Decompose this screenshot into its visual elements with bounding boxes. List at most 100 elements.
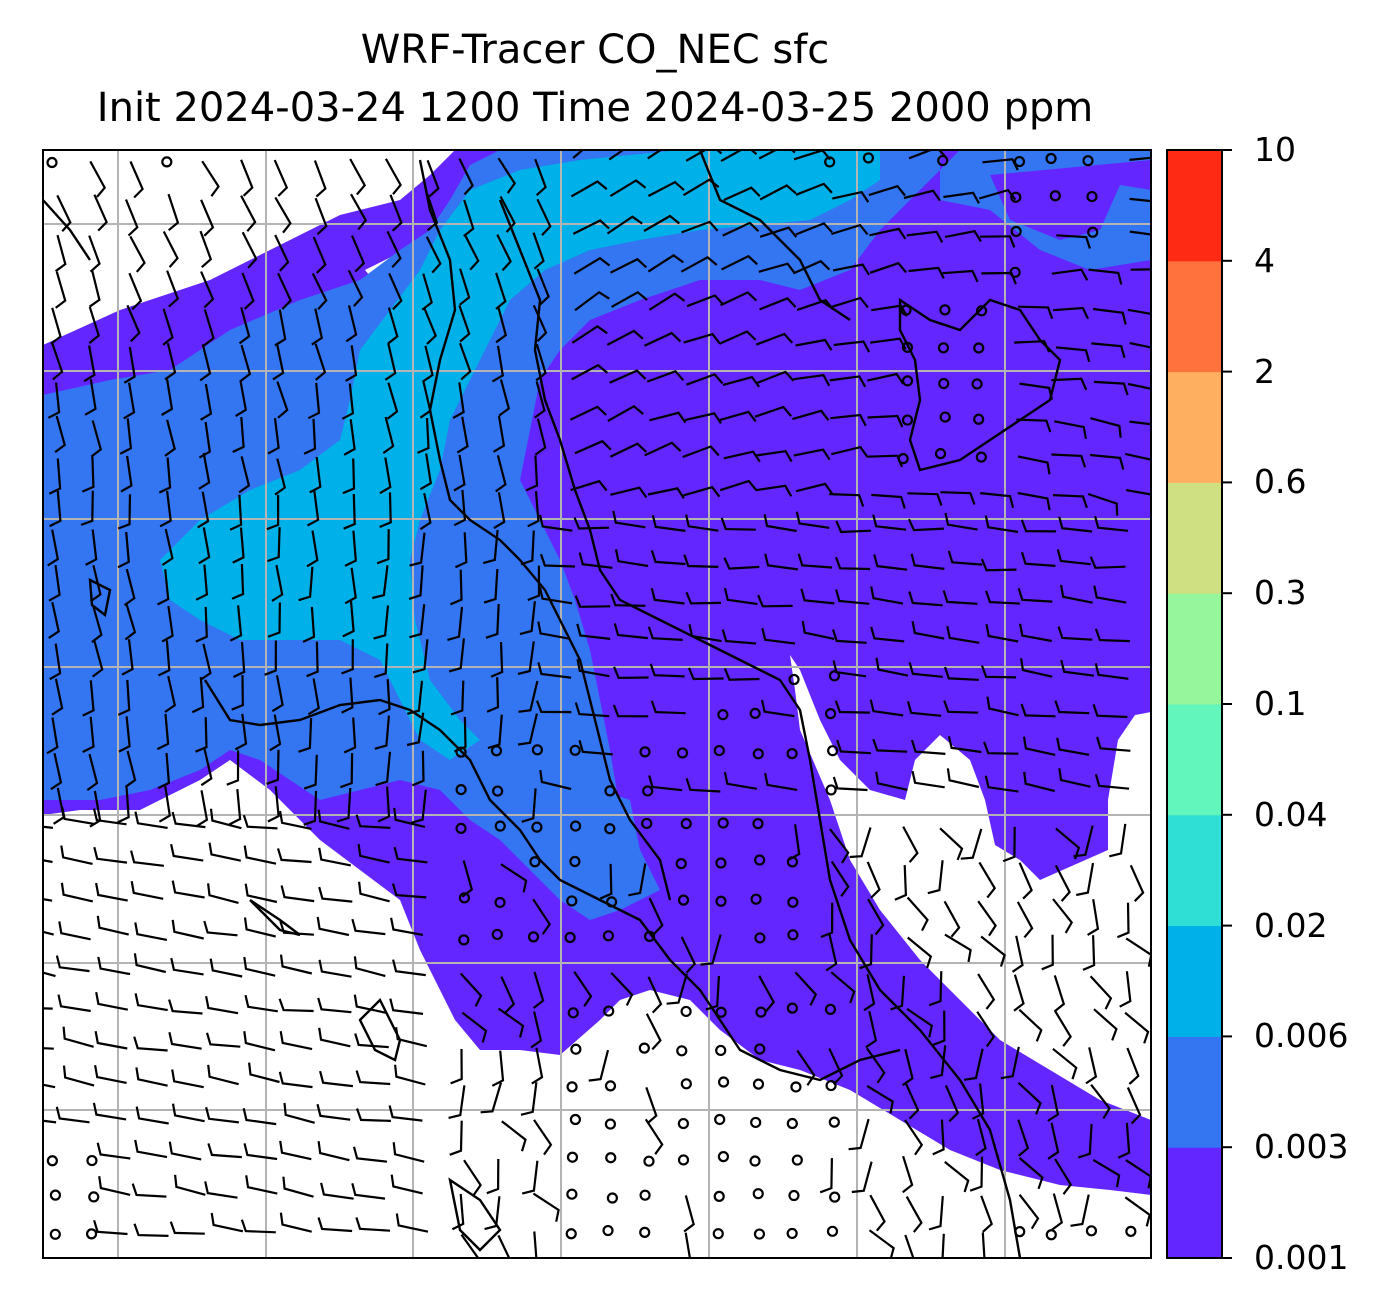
wind-barb (520, 1082, 538, 1116)
wind-barb (980, 1195, 993, 1233)
wind-barb (393, 807, 426, 828)
calm-circle (973, 413, 985, 425)
calm-circle (824, 1003, 837, 1015)
calm-circle (606, 1192, 618, 1204)
wind-barb (599, 863, 613, 900)
wind-barb (648, 897, 664, 935)
wind-barb (343, 717, 357, 754)
calm-circle (1010, 191, 1022, 203)
wind-barb (980, 935, 1006, 967)
wind-barb (1089, 975, 1113, 1010)
wind-barb (392, 1142, 425, 1163)
wind-barb (1129, 342, 1151, 349)
wind-barb (272, 343, 285, 381)
wind-barb (645, 1013, 662, 1051)
wind-barb (801, 620, 835, 640)
wind-barb (85, 529, 98, 566)
wind-barb (49, 490, 62, 528)
wind-barb (386, 382, 399, 420)
wind-barb (800, 588, 835, 605)
wind-barb (82, 680, 95, 717)
calm-circle (790, 1081, 802, 1093)
wind-barb (316, 916, 350, 937)
calm-circle (755, 1006, 767, 1018)
wind-barb (119, 418, 133, 455)
wind-barb (355, 1217, 391, 1232)
calm-circle (1087, 226, 1099, 238)
wind-barb (134, 811, 168, 829)
wind-barb (651, 514, 686, 532)
wind-barb (932, 1119, 945, 1156)
wind-barb (535, 700, 572, 714)
calm-circle (715, 1044, 727, 1057)
calm-circle (939, 411, 951, 423)
calm-circle (1010, 225, 1022, 238)
wind-barb (684, 1232, 692, 1258)
calm-circle (749, 1155, 761, 1167)
wind-barb (870, 626, 905, 643)
wind-barb (610, 486, 648, 499)
calm-circle (569, 820, 582, 832)
wind-barb (613, 623, 648, 640)
colorbar-tick-label: 4 (1254, 240, 1275, 280)
wind-barb (302, 606, 316, 643)
wind-barb (458, 158, 474, 196)
calm-circle (566, 1188, 578, 1200)
wind-barb (946, 768, 980, 789)
wind-barb (336, 787, 352, 823)
calm-circle (604, 1118, 617, 1130)
wind-barb (47, 382, 61, 419)
wind-barb (55, 1106, 90, 1124)
wind-barb (831, 445, 869, 458)
wind-barb (986, 696, 1019, 717)
calm-circle (717, 1076, 730, 1088)
wind-barb (82, 716, 95, 753)
wind-barb (911, 770, 945, 789)
calm-circle (569, 1113, 581, 1126)
wind-barb (158, 785, 172, 823)
wind-barb (340, 753, 354, 789)
wind-barb (867, 898, 885, 936)
wind-barb (463, 199, 475, 237)
wind-barb (1130, 268, 1151, 271)
wind-barb (943, 700, 979, 714)
wind-barb (607, 404, 644, 422)
calm-circle (1014, 1226, 1026, 1238)
wind-barb (574, 290, 610, 312)
wind-barb (158, 457, 172, 494)
wind-barb (200, 748, 213, 787)
wind-barb (426, 193, 439, 232)
wind-barb (60, 882, 94, 903)
wind-barb (343, 419, 356, 456)
wind-barb (1075, 862, 1095, 897)
wind-barb (795, 182, 833, 196)
wind-barb (419, 381, 432, 419)
wind-barb (1126, 1047, 1140, 1085)
wind-barb (352, 1146, 388, 1163)
wind-barb (92, 1102, 127, 1121)
wind-barb (686, 294, 724, 308)
wind-barb (129, 161, 144, 199)
wind-barb (869, 699, 904, 717)
wind-barb (1053, 975, 1066, 1013)
wind-barb (1051, 268, 1089, 281)
wind-barb (534, 418, 547, 456)
calm-circle (564, 931, 576, 944)
wind-barb (1092, 1158, 1121, 1188)
wind-barb (608, 150, 644, 161)
wind-barb (480, 1082, 503, 1114)
calm-circle (675, 858, 687, 870)
calm-circle (939, 304, 951, 316)
wind-barb (829, 828, 850, 864)
wind-barb (832, 660, 867, 678)
wind-barb (90, 420, 103, 458)
wind-barb (279, 920, 314, 936)
wind-barb (171, 880, 205, 899)
wind-barb (609, 442, 647, 458)
wind-barb (982, 158, 1019, 171)
wind-barb (93, 1219, 128, 1236)
colorbar-segment (1167, 704, 1222, 816)
wind-barb (129, 235, 146, 273)
wind-barb (195, 717, 208, 753)
wind-barb (490, 641, 504, 678)
